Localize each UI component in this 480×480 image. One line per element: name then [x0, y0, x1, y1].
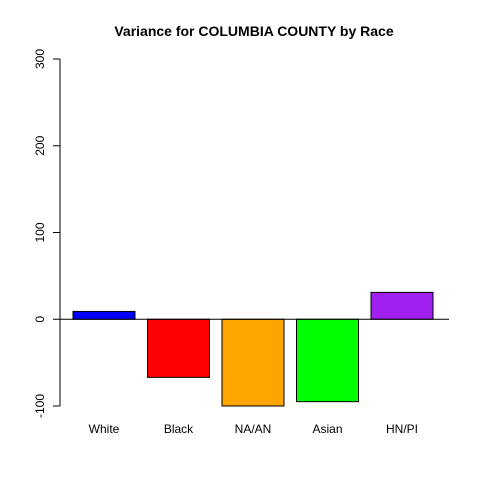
x-tick-label: HN/PI — [386, 422, 418, 436]
x-axis-labels: White Black NA/AN Asian HN/PI — [89, 422, 418, 436]
x-tick-label: White — [89, 422, 120, 436]
x-tick-label: NA/AN — [235, 422, 272, 436]
y-tick-label: 300 — [33, 49, 47, 69]
y-tick-label: 100 — [33, 222, 47, 242]
bars — [72, 291, 434, 407]
y-tick-label: -100 — [33, 394, 47, 418]
chart-title: Variance for COLUMBIA COUNTY by Race — [114, 23, 394, 39]
y-axis: -100 0 100 200 300 — [33, 49, 61, 418]
bar-hn-pi — [370, 291, 434, 320]
y-tick-label: 0 — [33, 316, 47, 323]
bar-white — [72, 310, 136, 320]
y-tick-label: 200 — [33, 135, 47, 155]
bar-na-an — [221, 318, 285, 407]
x-tick-label: Black — [164, 422, 194, 436]
bar-black — [147, 318, 210, 378]
x-tick-label: Asian — [312, 422, 342, 436]
bar-asian — [296, 318, 359, 403]
